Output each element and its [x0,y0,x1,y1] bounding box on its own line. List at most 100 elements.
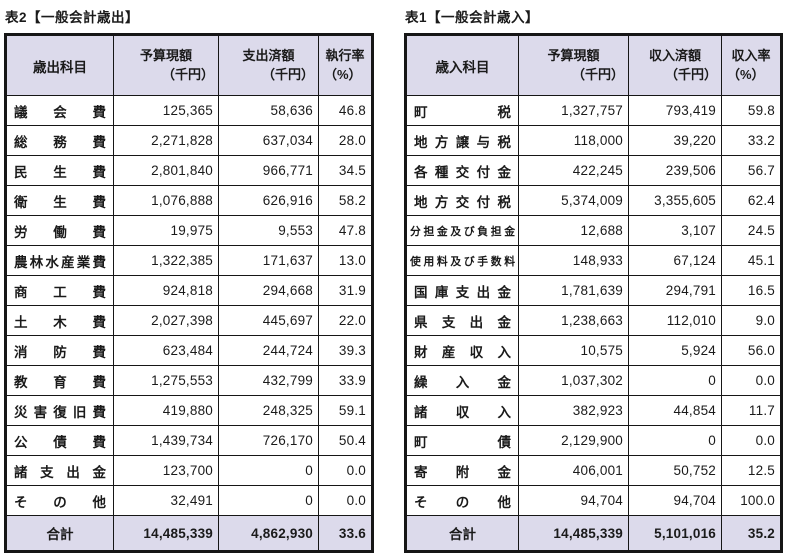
col-header-rate-unit: （%） [324,66,362,82]
revenue-table-body: 町税 1,327,757 793,419 59.8 地方譲与税 118,000 39,220… [405,95,782,516]
col-header-paid-label: 収入済額 [648,47,701,63]
paid-cell: 726,170 [218,425,319,456]
paid-cell: 44,854 [628,395,722,426]
table-row: 商工費 924,818 294,668 31.9 [5,275,373,306]
total-paid: 4,862,930 [218,515,319,552]
expenditure-table-body: 議会費 125,365 58,636 46.8 総務費 2,271,828 637,034 2… [5,95,373,516]
rate-cell: 31.9 [318,275,373,306]
budget-cell: 623,484 [113,335,219,366]
budget-cell: 1,238,663 [518,305,629,336]
budget-cell: 419,880 [113,395,219,426]
col-header-rate-unit: （%） [727,66,765,82]
col-header-budget-unit: （千円） [571,66,624,82]
revenue-table-footer: 合計 14,485,339 5,101,016 35.2 [405,515,782,552]
paid-cell: 9,553 [218,215,319,246]
col-header-rate-label: 執行率 [325,47,365,63]
item-cell: 町債 [405,425,519,456]
expenditure-table-header: 歳出科目 予算現額 （千円） 支出済額 （千円） 執行率 （%） [5,34,373,96]
table-row: 県支出金 1,238,663 112,010 9.0 [405,305,782,336]
item-cell: 公債費 [5,425,114,456]
budget-cell: 406,001 [518,455,629,486]
rate-cell: 56.0 [721,335,782,366]
item-cell: 消防費 [5,335,114,366]
rate-cell: 62.4 [721,185,782,216]
rate-cell: 50.4 [318,425,373,456]
table-row: 公債費 1,439,734 726,170 50.4 [5,425,373,456]
item-cell: 土木費 [5,305,114,336]
budget-cell: 1,322,385 [113,245,219,276]
paid-cell: 239,506 [628,155,722,186]
table-row: 分担金及び負担金 12,688 3,107 24.5 [405,215,782,246]
header-row: 歳出科目 予算現額 （千円） 支出済額 （千円） 執行率 （%） [5,34,373,96]
total-paid: 5,101,016 [628,515,722,552]
total-rate: 35.2 [721,515,782,552]
item-cell: 使用料及び手数料 [405,245,519,276]
item-cell: 総務費 [5,125,114,156]
table-row: 地方譲与税 118,000 39,220 33.2 [405,125,782,156]
table-row: 教育費 1,275,553 432,799 33.9 [5,365,373,396]
paid-cell: 3,107 [628,215,722,246]
table-row: 町税 1,327,757 793,419 59.8 [405,95,782,126]
table-row: その他 32,491 0 0.0 [5,485,373,516]
item-cell: 各種交付金 [405,155,519,186]
table-row: 繰入金 1,037,302 0 0.0 [405,365,782,396]
budget-cell: 32,491 [113,485,219,516]
budget-cell: 118,000 [518,125,629,156]
rate-cell: 0.0 [721,425,782,456]
table-row: 土木費 2,027,398 445,697 22.0 [5,305,373,336]
paid-cell: 112,010 [628,305,722,336]
table-row: 国庫支出金 1,781,639 294,791 16.5 [405,275,782,306]
paid-cell: 5,924 [628,335,722,366]
rate-cell: 22.0 [318,305,373,336]
budget-cell: 1,076,888 [113,185,219,216]
rate-cell: 34.5 [318,155,373,186]
item-cell: 町税 [405,95,519,126]
paid-cell: 94,704 [628,485,722,516]
budget-cell: 1,275,553 [113,365,219,396]
paid-cell: 0 [218,455,319,486]
table-row: 民生費 2,801,840 966,771 34.5 [5,155,373,186]
budget-cell: 1,439,734 [113,425,219,456]
budget-cell: 422,245 [518,155,629,186]
item-cell: 繰入金 [405,365,519,396]
item-cell: 県支出金 [405,305,519,336]
rate-cell: 12.5 [721,455,782,486]
budget-cell: 10,575 [518,335,629,366]
table-row: 使用料及び手数料 148,933 67,124 45.1 [405,245,782,276]
col-header-budget: 予算現額 （千円） [518,34,629,96]
rate-cell: 0.0 [721,365,782,396]
table-row: 諸収入 382,923 44,854 11.7 [405,395,782,426]
rate-cell: 58.2 [318,185,373,216]
col-header-paid-label: 支出済額 [242,47,295,63]
item-cell: その他 [5,485,114,516]
budget-cell: 125,365 [113,95,219,126]
paid-cell: 67,124 [628,245,722,276]
table-row: 衛生費 1,076,888 626,916 58.2 [5,185,373,216]
rate-cell: 11.7 [721,395,782,426]
budget-cell: 2,129,900 [518,425,629,456]
col-header-item: 歳出科目 [5,34,114,96]
item-cell: 諸支出金 [5,455,114,486]
header-row: 歳入科目 予算現額 （千円） 収入済額 （千円） 収入率 （%） [405,34,782,96]
paid-cell: 0 [218,485,319,516]
item-cell: 衛生費 [5,185,114,216]
total-row: 合計 14,485,339 4,862,930 33.6 [5,515,373,552]
table-row: 町債 2,129,900 0 0.0 [405,425,782,456]
col-header-budget-unit: （千円） [161,66,214,82]
rate-cell: 13.0 [318,245,373,276]
total-label: 合計 [405,515,519,552]
rate-cell: 16.5 [721,275,782,306]
rate-cell: 59.8 [721,95,782,126]
table-row: その他 94,704 94,704 100.0 [405,485,782,516]
rate-cell: 45.1 [721,245,782,276]
budget-cell: 123,700 [113,455,219,486]
budget-cell: 94,704 [518,485,629,516]
item-cell: 国庫支出金 [405,275,519,306]
expenditure-table-title: 表2【一般会計歳出】 [5,10,140,25]
item-cell: 分担金及び負担金 [405,215,519,246]
paid-cell: 445,697 [218,305,319,336]
rate-cell: 100.0 [721,485,782,516]
col-header-paid-unit: （千円） [261,66,314,82]
col-header-budget-label: 予算現額 [547,47,600,63]
item-cell: 農林水産業費 [5,245,114,276]
